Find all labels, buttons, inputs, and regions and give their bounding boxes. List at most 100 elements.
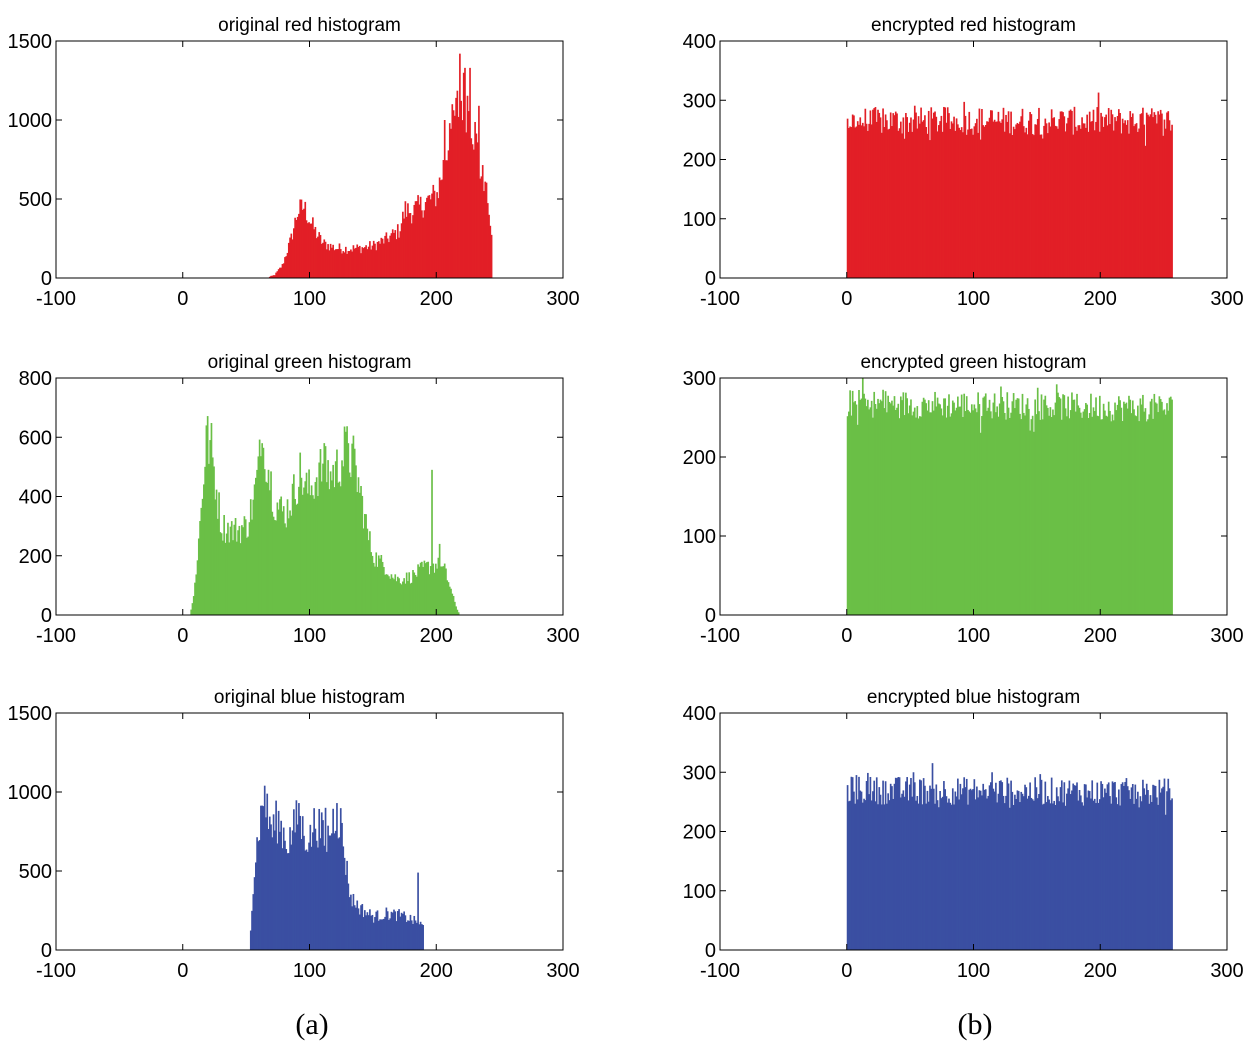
caption-b: (b) [958,1008,993,1041]
histogram-bar [270,824,272,950]
histogram-bar [978,404,981,615]
histogram-bar [1085,784,1087,950]
histogram-bar [448,586,451,615]
histogram-bar [1163,409,1166,615]
histogram-bar [285,256,288,278]
histogram-bar [1159,109,1162,278]
histogram-bar [917,116,920,279]
histogram-bar [949,128,952,278]
histogram-bar [385,907,388,950]
histogram-bar [899,396,902,615]
histogram-bar [274,520,276,615]
y-tick-label: 0 [705,268,716,290]
histogram-bar [337,249,340,278]
histogram-bar [1101,783,1104,950]
histogram-bar [1137,791,1139,950]
histogram-bar [473,149,475,278]
histogram-bar [336,803,338,950]
histogram-bar [1082,805,1085,950]
histogram-bar [868,794,870,950]
histogram-bar [427,195,430,278]
histogram-bar [891,786,893,950]
histogram-bar [409,583,412,615]
histogram-bar [1156,403,1158,615]
histogram-bar [978,790,981,950]
histogram-bar [313,808,315,950]
histogram-bar [1014,129,1016,278]
histogram-bar [410,920,413,950]
histogram-bar [374,917,376,950]
histogram-bar [1156,123,1158,278]
histogram-bar [883,127,886,278]
histogram-bar [305,472,308,615]
histogram-bar [1059,787,1062,950]
histogram-bar [945,796,948,950]
histogram-bar [361,247,364,278]
histogram-bar [334,461,337,615]
histogram-bar [993,393,996,615]
histogram-bar [276,843,279,950]
histogram-bar [216,518,219,615]
histogram-bar [1163,778,1166,950]
histogram-bar [1123,123,1125,279]
histogram-bar [480,176,483,278]
histogram-bar [973,404,976,615]
histogram-bar [982,783,985,950]
histogram-bar [856,799,859,950]
histogram-bar [898,418,901,615]
histogram-bar [369,241,371,278]
histogram-bars [846,763,1173,950]
histogram-bar [1161,113,1163,278]
histogram-bar [892,798,895,950]
histogram-bar [889,403,892,615]
histogram-bar [256,469,258,615]
histogram-bar [901,400,903,615]
histogram-bar [375,911,378,950]
histogram-bar [1164,814,1167,950]
histogram-bar [263,785,266,950]
histogram-bar [372,562,375,615]
histogram-bar [883,804,886,950]
histogram-bar [920,780,922,950]
histogram-bar [906,777,908,950]
histogram-bar [1016,790,1019,950]
histogram-bar [929,412,931,615]
histogram-bar [341,460,343,615]
histogram-bar [255,862,257,950]
histogram-bar [903,796,906,950]
histogram-bar [443,120,446,278]
histogram-bar [385,574,388,615]
histogram-bar [1086,797,1088,950]
x-tick-label: 0 [177,288,188,310]
histogram-bar [1050,416,1053,615]
histogram-bar [270,275,272,278]
histogram-bar [1069,794,1072,950]
histogram-bar [319,235,322,278]
histogram-bar [1039,774,1042,950]
histogram-bar [1168,788,1171,950]
histogram-bar [873,108,876,278]
histogram-bar [298,486,300,615]
histogram-bar [856,121,859,278]
histogram-bar [394,230,397,278]
histogram-bar [1147,114,1149,278]
histogram-bar [1077,800,1080,950]
histogram-bar [941,131,944,278]
histogram-bar [958,406,960,615]
histogram-bar [955,796,958,950]
histogram-bar [858,776,860,950]
histogram-bar [1072,134,1075,278]
histogram-bar [402,211,404,278]
histogram-bar [265,481,267,615]
histogram-bar [412,570,414,615]
chart-4: original blue histogram-100 0 100 200 300050… [8,687,580,982]
histogram-bar [1091,780,1094,950]
histogram-bar [1076,393,1078,615]
histogram-bar [1166,791,1168,950]
histogram-bar [929,140,931,278]
histogram-bar [889,112,892,279]
histogram-bar [846,118,849,278]
histogram-bar [973,126,976,278]
histogram-bar [1058,801,1061,950]
histogram-bar [1040,779,1043,950]
